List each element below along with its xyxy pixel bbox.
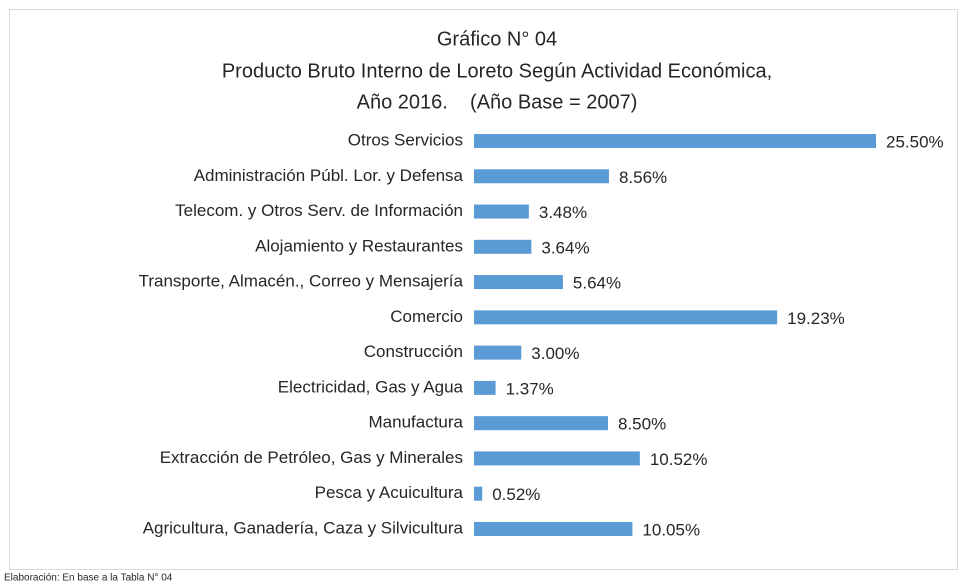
data-label: 8.56% bbox=[619, 168, 667, 187]
category-label: Transporte, Almacén., Correo y Mensajerí… bbox=[139, 272, 464, 291]
category-label: Agricultura, Ganadería, Caza y Silvicult… bbox=[143, 518, 464, 537]
bar bbox=[474, 204, 529, 219]
data-label: 3.00% bbox=[531, 344, 579, 363]
data-label: 10.52% bbox=[650, 450, 708, 469]
chart-border bbox=[9, 9, 958, 570]
bar bbox=[474, 345, 522, 360]
bar bbox=[474, 239, 532, 254]
bar bbox=[474, 521, 633, 536]
data-label: 3.64% bbox=[541, 238, 589, 257]
category-label: Otros Servicios bbox=[348, 130, 463, 149]
category-label: Construcción bbox=[364, 342, 463, 361]
chart-title: Año 2016. (Año Base = 2007) bbox=[357, 91, 638, 113]
bar bbox=[474, 451, 640, 466]
category-label: Administración Públ. Lor. y Defensa bbox=[194, 166, 464, 185]
chart-title: Gráfico N° 04 bbox=[437, 28, 557, 50]
bar bbox=[474, 310, 778, 325]
data-label: 10.05% bbox=[642, 520, 700, 539]
data-label: 3.48% bbox=[539, 203, 587, 222]
data-label: 8.50% bbox=[618, 415, 666, 434]
category-label: Comercio bbox=[390, 307, 463, 326]
chart-title: Producto Bruto Interno de Loreto Según A… bbox=[222, 60, 772, 82]
category-label: Telecom. y Otros Serv. de Información bbox=[175, 201, 463, 220]
data-label: 1.37% bbox=[506, 379, 554, 398]
bar bbox=[474, 169, 609, 184]
category-label: Electricidad, Gas y Agua bbox=[278, 377, 464, 396]
bar bbox=[474, 486, 483, 501]
category-label: Alojamiento y Restaurantes bbox=[255, 236, 463, 255]
category-label: Manufactura bbox=[369, 413, 464, 432]
bar bbox=[474, 380, 496, 395]
category-label: Extracción de Petróleo, Gas y Minerales bbox=[160, 448, 463, 467]
category-label: Pesca y Acuicultura bbox=[315, 483, 464, 502]
data-label: 0.52% bbox=[492, 485, 540, 504]
data-label: 19.23% bbox=[787, 309, 845, 328]
bar bbox=[474, 275, 563, 290]
data-label: 25.50% bbox=[886, 132, 944, 151]
bar bbox=[474, 134, 876, 148]
source-note: Elaboración: En base a la Tabla N° 04 bbox=[4, 573, 173, 583]
data-label: 5.64% bbox=[573, 274, 621, 293]
bar bbox=[474, 416, 608, 431]
